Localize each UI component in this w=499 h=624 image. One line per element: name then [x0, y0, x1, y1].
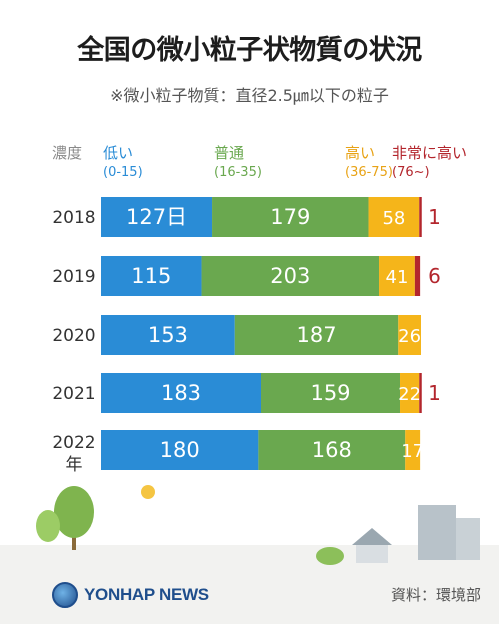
scenery-illustration: [36, 485, 480, 565]
tree-icon-small: [36, 510, 60, 542]
legend-normal-label: 普通: [214, 144, 245, 162]
value-label-high: 17: [401, 441, 424, 462]
year-label: 2018: [52, 208, 95, 228]
year-label: 2021: [52, 384, 95, 404]
value-label-low: 127日: [126, 205, 187, 229]
year-label: 2022: [52, 433, 95, 453]
legend-very-high-range: (76~): [392, 165, 430, 180]
footer-background: [0, 545, 499, 624]
value-label-high: 22: [398, 384, 421, 405]
house-icon: [356, 545, 388, 563]
bar-segment-normal: [212, 197, 369, 237]
legend-low: 低い (0-15): [103, 144, 143, 182]
year-label: 2020: [52, 326, 95, 346]
yonhap-logo-text: YONHAP NEWS: [84, 585, 209, 604]
year-label: 2019: [52, 267, 95, 287]
bar-segment-normal: [201, 256, 380, 296]
value-label-very-high: 1: [428, 205, 441, 229]
bar-segment-very-high: [419, 197, 422, 237]
bar-segment-normal: [234, 315, 399, 355]
value-label-very-high: 1: [428, 381, 441, 405]
yonhap-logo: YONHAP NEWS: [52, 582, 209, 608]
value-label-low: 115: [131, 264, 171, 288]
value-label-high: 58: [382, 208, 405, 229]
legend-high: 高い (36-75): [345, 144, 393, 182]
bar-segment-very-high: [419, 373, 422, 413]
value-label-normal: 203: [270, 264, 310, 288]
axis-label-concentration: 濃度: [52, 144, 83, 162]
value-label-high: 41: [386, 267, 409, 288]
value-label-very-high: 6: [428, 264, 441, 288]
source-credit: 資料：環境部: [390, 586, 481, 604]
house-roof-icon: [352, 528, 392, 545]
chart-title: 全国の微小粒子状物質の状況: [77, 35, 422, 66]
value-label-normal: 159: [310, 381, 350, 405]
value-label-low: 183: [161, 381, 201, 405]
value-label-normal: 187: [296, 323, 336, 347]
bar-segment-low: [101, 430, 259, 470]
bar-segment-normal: [258, 430, 406, 470]
building-icon-small: [456, 518, 480, 560]
chart-subtitle: ※微小粒子物質：直径2.5㎛以下の粒子: [110, 86, 389, 105]
year-suffix-label: 年: [66, 455, 83, 475]
value-label-low: 180: [160, 438, 200, 462]
bar-segment-high: [379, 256, 415, 296]
building-icon: [418, 505, 456, 560]
value-label-low: 153: [148, 323, 188, 347]
value-label-normal: 179: [270, 205, 310, 229]
tree-icon: [54, 486, 94, 538]
bar-segment-very-high: [414, 256, 421, 296]
value-label-high: 26: [398, 326, 421, 347]
legend-normal: 普通 (16-35): [214, 144, 262, 182]
legend-high-label: 高い: [345, 144, 376, 162]
legend-high-range: (36-75): [345, 165, 393, 180]
legend-very-high: 非常に高い (76~): [392, 144, 467, 182]
legend-low-label: 低い: [103, 144, 134, 162]
bar-segment-low: [101, 197, 213, 237]
bar-segment-normal: [261, 373, 401, 413]
bar-segment-high: [398, 315, 421, 355]
bar-segment-high: [400, 373, 420, 413]
bar-segment-high: [368, 197, 420, 237]
sun-icon: [141, 485, 155, 499]
bar-segment-low: [101, 315, 235, 355]
legend-low-range: (0-15): [103, 165, 143, 180]
legend-very-high-label: 非常に高い: [392, 144, 468, 162]
yonhap-logo-icon: [52, 582, 78, 608]
bar-segment-low: [101, 373, 261, 413]
value-label-normal: 168: [312, 438, 352, 462]
legend-normal-range: (16-35): [214, 165, 262, 180]
bush-icon: [316, 547, 344, 565]
bar-segment-low: [101, 256, 202, 296]
bar-segment-high: [405, 430, 421, 470]
